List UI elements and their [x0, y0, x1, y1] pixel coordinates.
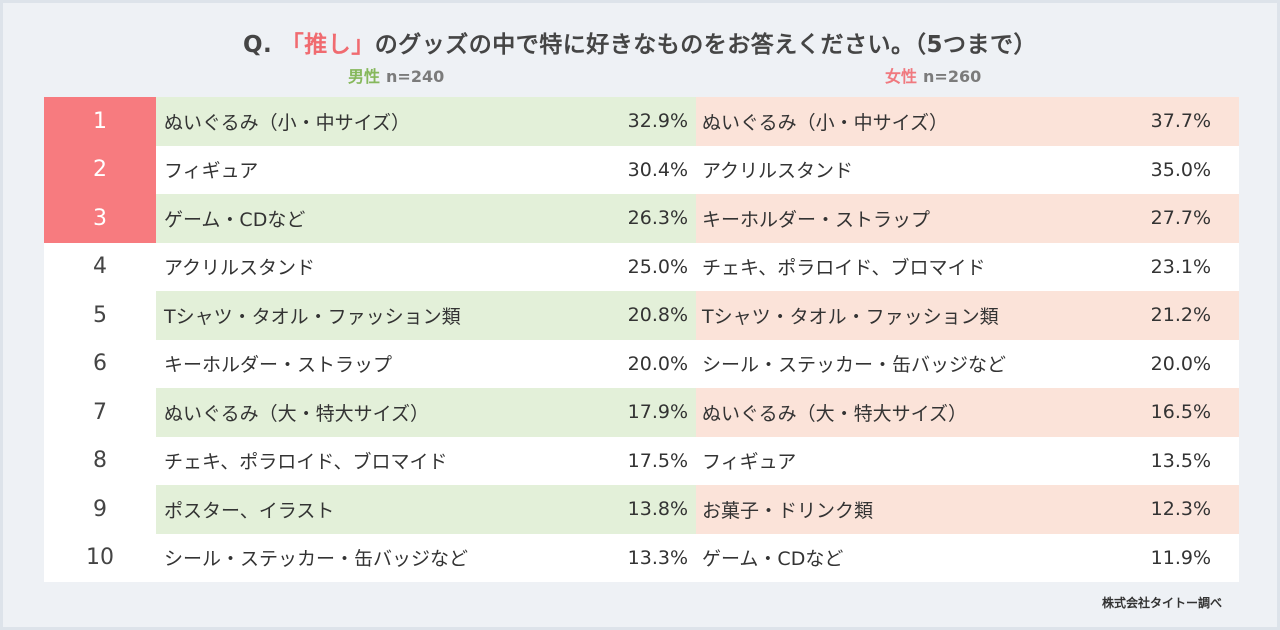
- male-sample-size: n=240: [386, 67, 445, 86]
- table-row: 4 アクリルスタンド 25.0% チェキ、ポラロイド、ブロマイド 23.1%: [44, 242, 1239, 291]
- male-item-cell: ぬいぐるみ（大・特大サイズ）: [156, 388, 576, 437]
- female-value-cell: 37.7%: [1126, 97, 1239, 146]
- male-item-cell: キーホルダー・ストラップ: [164, 354, 393, 377]
- table-row: 5 Tシャツ・タオル・ファッション類 20.8% Tシャツ・タオル・ファッション類 21…: [44, 291, 1239, 340]
- female-value-cell: 11.9%: [1150, 546, 1211, 569]
- title-highlight: 「推し」: [280, 32, 375, 58]
- male-item-cell: Tシャツ・タオル・ファッション類: [156, 291, 576, 340]
- female-item-cell: チェキ、ポラロイド、ブロマイド: [702, 257, 986, 280]
- female-value-cell: 20.0%: [1150, 352, 1211, 375]
- title-prefix: Q.: [242, 32, 281, 58]
- table-row: 8 チェキ、ポラロイド、ブロマイド 17.5% フィギュア 13.5%: [44, 436, 1239, 485]
- male-group-label: 男性 n=240: [348, 63, 444, 87]
- female-item-cell: Tシャツ・タオル・ファッション類: [696, 291, 1126, 340]
- table-row: 1 ぬいぐるみ（小・中サイズ） 32.9% ぬいぐるみ（小・中サイズ） 37.7%: [44, 97, 1239, 146]
- female-group-label: 女性 n=260: [885, 63, 981, 87]
- rank-cell: 1: [44, 97, 156, 146]
- female-item-cell: お菓子・ドリンク類: [696, 485, 1126, 534]
- table-row: 2 フィギュア 30.4% アクリルスタンド 35.0%: [44, 145, 1239, 194]
- male-item-cell: ポスター、イラスト: [156, 485, 576, 534]
- rank-cell: 3: [44, 194, 156, 243]
- male-value-cell: 17.9%: [576, 388, 696, 437]
- female-item-cell: ぬいぐるみ（小・中サイズ）: [696, 97, 1126, 146]
- male-item-cell: フィギュア: [164, 160, 259, 183]
- male-value-cell: 20.0%: [627, 352, 688, 375]
- rank-cell: 10: [44, 533, 156, 582]
- female-value-cell: 27.7%: [1126, 194, 1239, 243]
- table-row: 6 キーホルダー・ストラップ 20.0% シール・ステッカー・缶バッジなど 20.0%: [44, 339, 1239, 388]
- female-item-cell: アクリルスタンド: [702, 160, 854, 183]
- rank-cell: 8: [44, 436, 156, 485]
- chart-title: Q. 「推し」のグッズの中で特に好きなものをお答えください。（5つまで）: [0, 25, 1280, 59]
- table-row: 10 シール・ステッカー・缶バッジなど 13.3% ゲーム・CDなど 11.9%: [44, 533, 1239, 582]
- male-value-cell: 25.0%: [627, 255, 688, 278]
- female-item-cell: ぬいぐるみ（大・特大サイズ）: [696, 388, 1126, 437]
- female-value-cell: 35.0%: [1150, 158, 1211, 181]
- female-item-cell: シール・ステッカー・缶バッジなど: [702, 354, 1007, 377]
- male-value-cell: 20.8%: [576, 291, 696, 340]
- female-item-cell: キーホルダー・ストラップ: [696, 194, 1126, 243]
- table-row: 7 ぬいぐるみ（大・特大サイズ） 17.9% ぬいぐるみ（大・特大サイズ） 16.5%: [44, 388, 1239, 437]
- male-item-cell: シール・ステッカー・缶バッジなど: [164, 548, 469, 571]
- rank-cell: 5: [44, 291, 156, 340]
- ranking-table: 1 ぬいぐるみ（小・中サイズ） 32.9% ぬいぐるみ（小・中サイズ） 37.7% 2 フィ…: [44, 97, 1239, 582]
- male-value-cell: 32.9%: [576, 97, 696, 146]
- rank-cell: 7: [44, 388, 156, 437]
- title-suffix: のグッズの中で特に好きなものをお答えください。（5つまで）: [374, 32, 1038, 58]
- rank-cell: 4: [44, 242, 156, 291]
- female-item-cell: ゲーム・CDなど: [702, 548, 844, 571]
- rank-cell: 2: [44, 145, 156, 194]
- source-credit: 株式会社タイトー調べ: [1101, 596, 1222, 610]
- female-value-cell: 23.1%: [1150, 255, 1211, 278]
- female-label-text: 女性: [885, 67, 918, 86]
- male-item-cell: ぬいぐるみ（小・中サイズ）: [156, 97, 576, 146]
- female-value-cell: 12.3%: [1126, 485, 1239, 534]
- table-row: 3 ゲーム・CDなど 26.3% キーホルダー・ストラップ 27.7%: [44, 194, 1239, 243]
- male-item-cell: アクリルスタンド: [164, 257, 316, 280]
- female-value-cell: 21.2%: [1126, 291, 1239, 340]
- male-value-cell: 26.3%: [576, 194, 696, 243]
- male-item-cell: ゲーム・CDなど: [156, 194, 576, 243]
- male-item-cell: チェキ、ポラロイド、ブロマイド: [164, 451, 448, 474]
- male-value-cell: 13.8%: [576, 485, 696, 534]
- table-row: 9 ポスター、イラスト 13.8% お菓子・ドリンク類 12.3%: [44, 485, 1239, 534]
- male-value-cell: 30.4%: [627, 158, 688, 181]
- rank-cell: 6: [44, 339, 156, 388]
- male-label-text: 男性: [348, 67, 381, 86]
- female-value-cell: 13.5%: [1150, 449, 1211, 472]
- female-sample-size: n=260: [923, 67, 982, 86]
- rank-cell: 9: [44, 485, 156, 534]
- female-item-cell: フィギュア: [702, 451, 797, 474]
- male-value-cell: 13.3%: [627, 546, 688, 569]
- male-value-cell: 17.5%: [627, 449, 688, 472]
- female-value-cell: 16.5%: [1126, 388, 1239, 437]
